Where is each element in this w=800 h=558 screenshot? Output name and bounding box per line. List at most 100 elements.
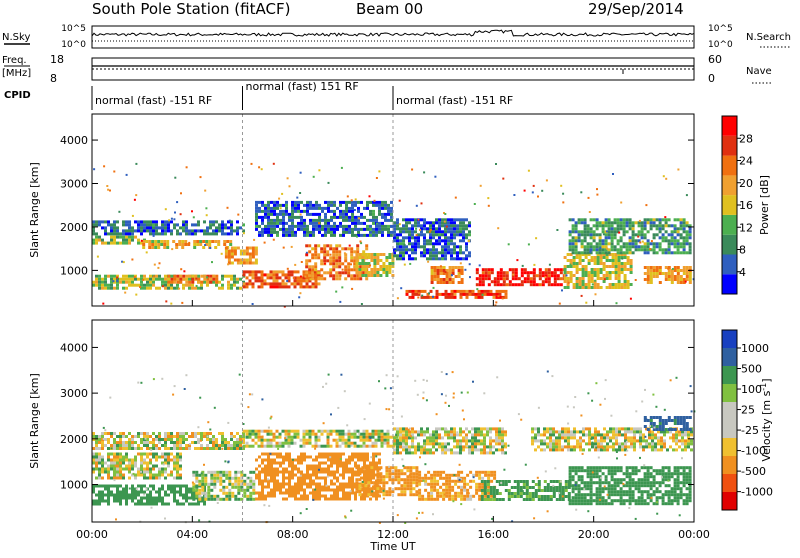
scatter-cell <box>662 239 665 242</box>
scatter-cell <box>372 234 375 237</box>
scatter-cell <box>305 244 308 247</box>
scatter-cell <box>472 293 475 296</box>
scatter-cell <box>629 224 632 227</box>
scatter-cell <box>614 484 617 487</box>
scatter-cell <box>116 485 119 488</box>
scatter-cell <box>602 472 605 475</box>
scatter-cell <box>488 274 491 277</box>
scatter-cell <box>387 234 390 237</box>
scatter-cell <box>110 223 113 226</box>
scatter-cell <box>438 218 441 221</box>
scatter-cell <box>677 230 680 233</box>
scatter-cell <box>503 277 506 280</box>
scatter-cell <box>101 239 104 242</box>
scatter-cell <box>179 281 182 284</box>
scatter-cell <box>276 276 279 279</box>
scatter-cell <box>143 497 146 500</box>
scatter-cell <box>606 277 609 280</box>
scatter-cell <box>164 444 167 447</box>
scatter-cell <box>581 502 584 505</box>
scatter-cell <box>207 498 210 501</box>
scatter-cell <box>326 253 329 256</box>
scatter-cell <box>330 430 333 433</box>
scatter-cell <box>237 262 240 265</box>
scatter-cell <box>270 480 273 483</box>
scatter-cell <box>521 271 524 274</box>
scatter-cell <box>300 445 303 448</box>
scatter-cell <box>182 229 185 232</box>
scatter-cell <box>270 213 273 216</box>
scatter-cell <box>95 477 98 480</box>
scatter-cell <box>357 456 360 459</box>
scatter-cell <box>490 480 493 483</box>
scatter-cell <box>128 468 131 471</box>
scatter-cell <box>436 498 439 501</box>
scatter-cell <box>141 240 143 242</box>
scatter-cell <box>332 250 335 253</box>
scatter-cell <box>570 274 573 277</box>
scatter-cell <box>369 433 372 436</box>
scatter-cell <box>402 224 405 227</box>
scatter-cell <box>509 280 512 283</box>
scatter-cell <box>656 251 659 254</box>
scatter-cell <box>590 478 593 481</box>
scatter-cell <box>390 207 393 210</box>
scatter-cell <box>273 231 276 234</box>
scatter-cell <box>502 297 504 299</box>
scatter-cell <box>548 277 551 280</box>
scatter-cell <box>110 444 113 447</box>
scatter-cell <box>122 474 125 477</box>
scatter-cell <box>203 503 206 506</box>
scatter-cell <box>456 224 459 227</box>
scatter-cell <box>167 287 170 290</box>
scatter-cell <box>140 488 143 491</box>
scatter-cell <box>415 478 418 481</box>
scatter-cell <box>387 439 390 442</box>
scatter-cell <box>444 227 447 230</box>
scatter-cell <box>484 498 487 501</box>
scatter-cell <box>354 453 357 456</box>
scatter-cell <box>505 296 508 299</box>
scatter-cell <box>466 293 469 296</box>
scatter-cell <box>174 177 176 179</box>
scatter-cell <box>309 430 312 433</box>
scatter-cell <box>329 256 332 259</box>
scatter-cell <box>151 240 154 243</box>
scatter-cell <box>198 492 201 495</box>
scatter-cell <box>140 497 143 500</box>
scatter-cell <box>182 278 185 281</box>
scatter-cell <box>612 262 615 265</box>
scatter-cell <box>280 207 282 209</box>
scatter-cell <box>236 220 239 223</box>
scatter-cell <box>641 233 644 236</box>
scatter-cell <box>620 248 623 251</box>
scatter-cell <box>164 453 167 456</box>
nsky-label: N.Sky <box>2 32 30 43</box>
scatter-cell <box>478 495 481 498</box>
scatter-cell <box>224 275 227 278</box>
scatter-cell <box>578 484 581 487</box>
scatter-cell <box>195 486 198 489</box>
scatter-cell <box>644 481 647 484</box>
scatter-cell <box>359 277 362 280</box>
scatter-cell <box>420 245 423 248</box>
scatter-cell <box>221 432 224 435</box>
scatter-cell <box>378 170 380 172</box>
scatter-cell <box>366 207 369 210</box>
scatter-cell <box>585 274 588 277</box>
scatter-cell <box>689 266 692 269</box>
scatter-cell <box>237 486 240 489</box>
scatter-cell <box>409 290 412 293</box>
scatter-cell <box>155 444 158 447</box>
scatter-cell <box>318 453 321 456</box>
scatter-cell <box>339 465 342 468</box>
scatter-cell <box>191 232 194 235</box>
scatter-cell <box>663 175 665 177</box>
scatter-cell <box>113 432 116 435</box>
scatter-cell <box>113 171 115 173</box>
scatter-cell <box>345 468 348 471</box>
scatter-cell <box>671 251 674 254</box>
scatter-cell <box>146 462 149 465</box>
nsky-tick-bottom: 10^0 <box>61 40 86 50</box>
scatter-cell <box>146 220 149 223</box>
